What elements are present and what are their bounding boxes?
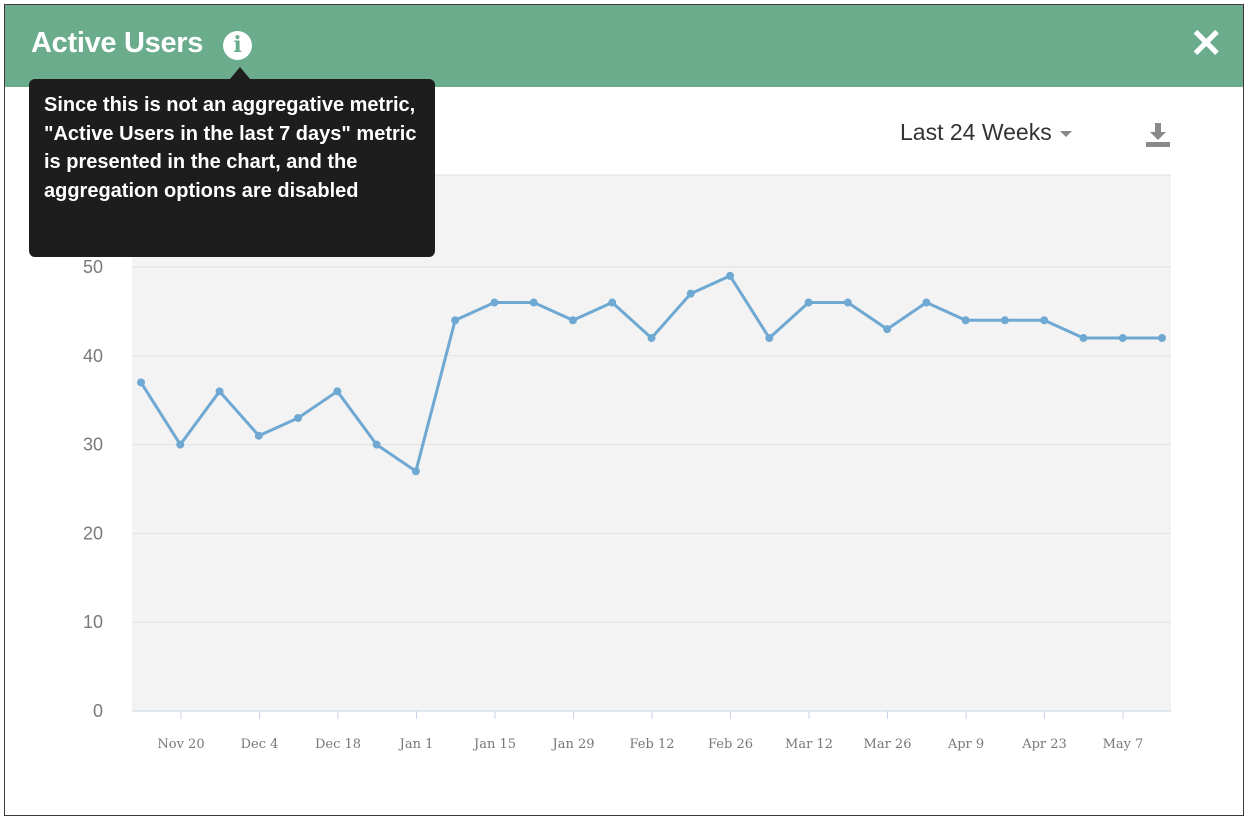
data-point — [1079, 334, 1088, 343]
data-point — [922, 298, 931, 307]
data-point — [254, 431, 263, 440]
data-point — [686, 289, 695, 298]
date-range-label: Last 24 Weeks — [900, 119, 1052, 145]
data-point — [490, 298, 499, 307]
close-icon[interactable]: ✕ — [1189, 22, 1223, 66]
data-point — [372, 440, 381, 449]
info-icon[interactable]: i — [223, 31, 252, 60]
y-tick-label: 30 — [83, 435, 103, 455]
x-tick-label: Nov 20 — [157, 737, 204, 752]
panel-title: Active Users — [31, 27, 204, 59]
x-tick-label: Jan 15 — [472, 737, 516, 752]
date-range-dropdown[interactable]: Last 24 Weeks — [900, 119, 1072, 146]
data-point — [411, 467, 420, 476]
y-tick-label: 20 — [83, 523, 103, 543]
data-point — [529, 298, 538, 307]
y-tick-label: 40 — [83, 346, 103, 366]
data-point — [568, 316, 577, 325]
x-tick-label: Jan 29 — [550, 737, 594, 752]
active-users-panel: Active Users i ✕ Last 24 Weeks 0 10 20 30 40… — [4, 4, 1244, 816]
chevron-down-icon — [1059, 130, 1072, 137]
plot-area — [132, 175, 1171, 711]
data-point — [1158, 334, 1166, 343]
data-point — [1000, 316, 1009, 325]
data-point — [726, 271, 735, 280]
x-tick-label: Mar 12 — [785, 737, 833, 752]
data-point — [451, 316, 460, 325]
x-tick-label: Apr 9 — [947, 737, 984, 752]
data-point — [608, 298, 617, 307]
data-point — [1040, 316, 1049, 325]
data-point — [765, 334, 774, 343]
data-point — [843, 298, 852, 307]
data-point — [176, 440, 185, 449]
active-users-chart: 0 10 20 30 40 50 Nov 20 Dec 4 Dec 18 Jan 1 Jan 15 J… — [83, 174, 1171, 752]
data-point — [804, 298, 813, 307]
y-tick-label: 10 — [83, 612, 103, 632]
x-tick-label: Jan 1 — [398, 737, 434, 752]
download-icon[interactable] — [1143, 119, 1173, 149]
x-tick-label: Feb 26 — [708, 737, 753, 752]
data-point — [294, 413, 303, 422]
data-point — [883, 325, 892, 334]
y-tick-label: 0 — [93, 701, 103, 721]
x-tick-label: Apr 23 — [1021, 737, 1067, 752]
info-tooltip: Since this is not an aggregative metric,… — [29, 79, 435, 257]
data-point — [333, 387, 342, 396]
x-tick-label: Feb 12 — [630, 737, 675, 752]
data-point — [961, 316, 970, 325]
x-tick-label: Mar 26 — [864, 737, 912, 752]
x-tick-label: May 7 — [1103, 737, 1144, 752]
data-point — [215, 387, 224, 396]
x-tick-label: Dec 18 — [315, 737, 361, 752]
data-point — [1118, 334, 1127, 343]
data-point — [647, 334, 656, 343]
y-tick-label: 50 — [83, 257, 103, 277]
panel-header: Active Users i ✕ — [5, 5, 1243, 87]
data-point — [137, 378, 145, 387]
x-tick-label: Dec 4 — [241, 737, 279, 752]
tooltip-arrow — [230, 67, 250, 79]
